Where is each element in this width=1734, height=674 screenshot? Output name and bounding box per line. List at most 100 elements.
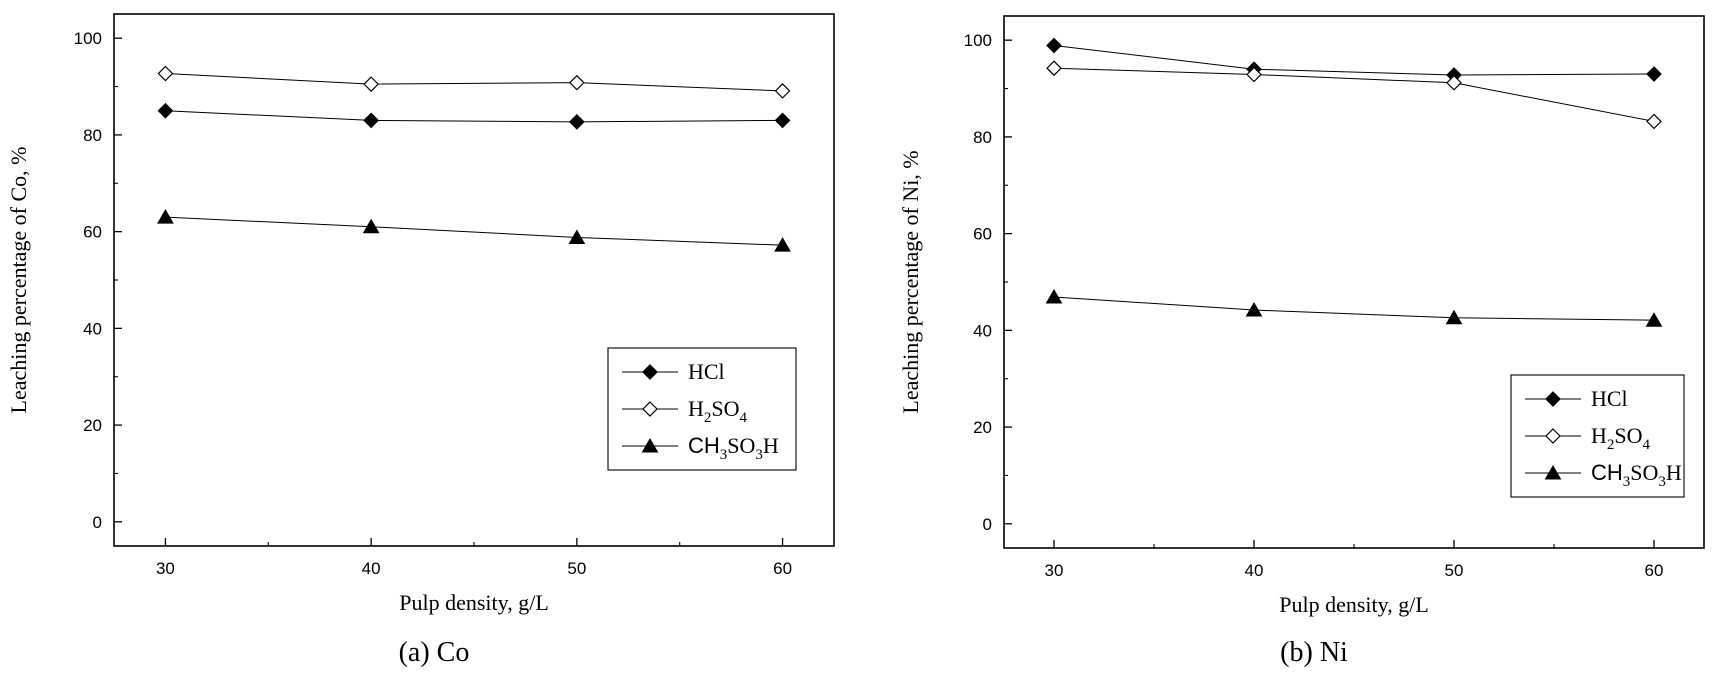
y-tick-label: 100 <box>74 29 102 48</box>
x-axis-label: Pulp density, g/L <box>399 590 549 615</box>
legend-label-part: 2 <box>1607 437 1615 453</box>
data-point-ch3so3h <box>1045 288 1063 304</box>
data-point-ch3so3h <box>1445 309 1463 325</box>
figure-caption: (a) Co <box>399 637 470 668</box>
series-h2so4 <box>1046 60 1662 130</box>
legend-label-ch3so3h: CH3SO3H <box>1591 460 1682 490</box>
y-tick-label: 100 <box>964 31 992 50</box>
y-tick-label: 40 <box>973 321 992 340</box>
data-point-h2so4 <box>1446 74 1462 91</box>
series-line-h2so4 <box>1053 67 1655 122</box>
legend-marker-ch3so3h <box>641 437 659 453</box>
y-tick-label: 60 <box>83 223 102 242</box>
series-line-h2so4 <box>165 72 783 92</box>
series-ch3so3h <box>157 209 791 252</box>
legend-label-part: 4 <box>1643 437 1651 453</box>
y-tick-label: 20 <box>83 416 102 435</box>
x-tick-label: 60 <box>773 559 792 578</box>
legend-item-hcl: HCl <box>1525 386 1628 411</box>
legend-label-part: H <box>763 433 779 458</box>
legend-marker-hcl <box>642 364 658 380</box>
figure-caption: (b) Ni <box>1280 637 1348 668</box>
data-point-h2so4 <box>1046 60 1062 77</box>
data-point-h2so4 <box>1246 66 1262 83</box>
data-point-h2so4 <box>157 65 174 82</box>
legend-label-part: SO <box>711 396 739 421</box>
series-hcl <box>157 102 791 130</box>
y-tick-label: 0 <box>93 513 102 532</box>
y-axis-label: Leaching percentage of Ni, % <box>898 150 923 413</box>
data-point-h2so4 <box>363 76 379 92</box>
legend-label-part: SO <box>1614 423 1642 448</box>
legend-label-h2so4: H2SO4 <box>1591 423 1651 453</box>
legend-label-part: 4 <box>740 410 748 426</box>
data-point-hcl <box>1646 66 1662 82</box>
data-point-ch3so3h <box>1645 312 1663 327</box>
data-point-ch3so3h <box>157 209 174 224</box>
legend-label-part: CH <box>1591 460 1623 485</box>
legend-marker-h2so4 <box>1545 428 1561 444</box>
legend-label-part: 3 <box>720 447 728 463</box>
legend-marker-h2so4 <box>642 401 658 417</box>
x-tick-label: 30 <box>156 559 175 578</box>
data-point-hcl <box>774 112 791 129</box>
series-hcl <box>1046 37 1662 83</box>
legend-item-ch3so3h: CH3SO3H <box>1525 460 1682 490</box>
y-axis-label: Leaching percentage of Co, % <box>6 147 31 414</box>
series-line-hcl <box>1053 45 1655 76</box>
data-point-hcl <box>1046 37 1062 54</box>
legend-label-hcl: HCl <box>1591 386 1628 411</box>
legend-label-part: SO <box>727 433 755 458</box>
legend-item-ch3so3h: CH3SO3H <box>622 433 779 463</box>
y-tick-label: 80 <box>83 126 102 145</box>
legend-label-part: 3 <box>755 447 763 463</box>
legend-item-h2so4: H2SO4 <box>1525 423 1651 453</box>
legend-item-h2so4: H2SO4 <box>622 396 748 426</box>
x-tick-label: 40 <box>1245 561 1264 580</box>
y-tick-label: 40 <box>83 319 102 338</box>
data-point-ch3so3h <box>774 237 791 252</box>
y-tick-label: 20 <box>973 418 992 437</box>
data-point-h2so4 <box>774 83 791 99</box>
legend-marker-hcl <box>1545 391 1561 407</box>
data-point-h2so4 <box>1646 113 1662 130</box>
x-tick-label: 50 <box>567 559 586 578</box>
series-h2so4 <box>157 65 791 99</box>
data-point-hcl <box>569 114 585 130</box>
series-line-ch3so3h <box>1053 296 1655 321</box>
legend-label-part: H <box>688 396 704 421</box>
y-tick-label: 0 <box>983 515 992 534</box>
data-point-ch3so3h <box>568 229 586 244</box>
series-line-ch3so3h <box>165 216 783 246</box>
legend-label-ch3so3h: CH3SO3H <box>688 433 779 463</box>
data-point-ch3so3h <box>362 218 380 234</box>
legend-label-part: 2 <box>704 410 712 426</box>
x-tick-label: 30 <box>1045 561 1064 580</box>
series-line-hcl <box>165 110 783 123</box>
data-point-hcl <box>363 112 379 129</box>
legend-label-part: H <box>1591 423 1607 448</box>
series-ch3so3h <box>1045 288 1663 327</box>
legend-marker-ch3so3h <box>1544 464 1562 480</box>
legend-item-hcl: HCl <box>622 359 725 384</box>
legend-label-part: SO <box>1630 460 1658 485</box>
data-point-h2so4 <box>569 74 585 91</box>
legend-label-part: 3 <box>1623 474 1631 490</box>
y-tick-label: 80 <box>973 128 992 147</box>
data-point-hcl <box>157 102 174 119</box>
x-tick-label: 60 <box>1645 561 1664 580</box>
legend-label-part: 3 <box>1658 474 1666 490</box>
legend-label-part: CH <box>688 433 720 458</box>
data-point-ch3so3h <box>1245 302 1263 317</box>
legend-label-h2so4: H2SO4 <box>688 396 748 426</box>
x-tick-label: 50 <box>1445 561 1464 580</box>
y-tick-label: 60 <box>973 225 992 244</box>
x-axis-label: Pulp density, g/L <box>1279 592 1429 617</box>
chart-panel-ni: 30 40 50 60 0 20 40 60 80 100 Pulp density, g/L Lea… <box>898 15 1705 668</box>
x-tick-label: 40 <box>362 559 381 578</box>
legend-label-part: H <box>1666 460 1682 485</box>
chart-panel-co: 30 40 50 60 0 20 40 60 80 100 Pulp density, g/L Lea… <box>6 13 835 668</box>
